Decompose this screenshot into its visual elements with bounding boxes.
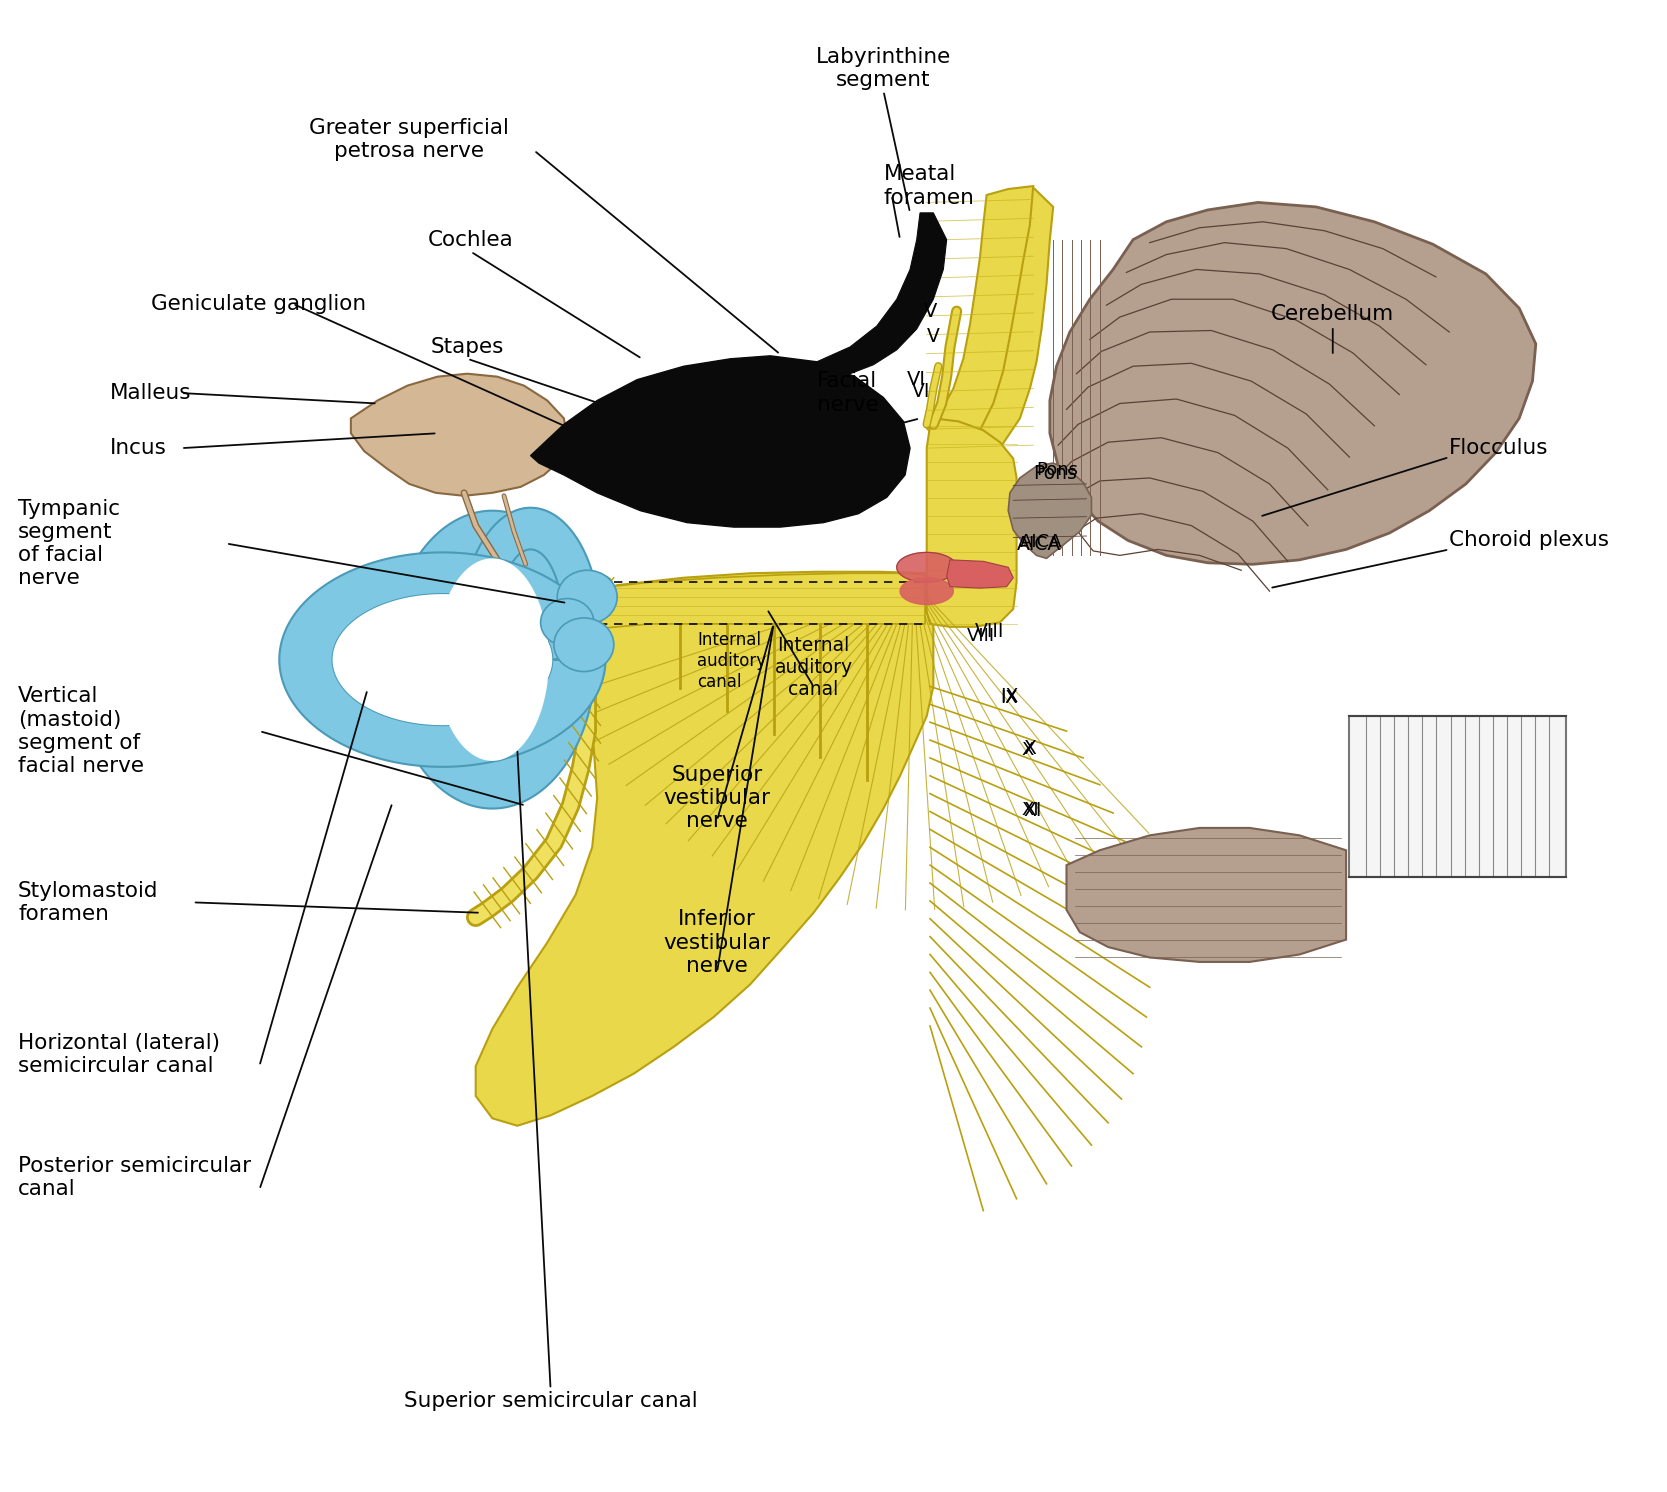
Text: X: X	[1022, 742, 1034, 759]
Polygon shape	[934, 188, 1054, 463]
Text: Geniculate ganglion: Geniculate ganglion	[152, 294, 367, 313]
Text: Meatal
foramen: Meatal foramen	[884, 164, 974, 207]
Text: Posterior semicircular
canal: Posterior semicircular canal	[18, 1156, 252, 1200]
Text: Tympanic
segment
of facial
nerve: Tympanic segment of facial nerve	[18, 498, 120, 588]
Text: Horizontal (lateral)
semicircular canal: Horizontal (lateral) semicircular canal	[18, 1032, 220, 1076]
Polygon shape	[333, 594, 552, 725]
Ellipse shape	[557, 570, 617, 624]
Polygon shape	[1067, 828, 1345, 962]
Text: Vertical
(mastoid)
segment of
facial nerve: Vertical (mastoid) segment of facial ner…	[18, 686, 143, 776]
Polygon shape	[460, 507, 600, 625]
Text: Choroid plexus: Choroid plexus	[1449, 531, 1609, 551]
Text: IX: IX	[1000, 689, 1017, 707]
Text: Flocculus: Flocculus	[1449, 439, 1549, 458]
Ellipse shape	[553, 618, 613, 671]
Text: Stapes: Stapes	[430, 337, 503, 357]
Text: Cochlea: Cochlea	[428, 230, 513, 249]
Polygon shape	[388, 510, 595, 809]
Text: Malleus: Malleus	[110, 383, 192, 403]
Polygon shape	[1349, 716, 1565, 877]
Polygon shape	[530, 355, 910, 527]
Text: V: V	[924, 301, 937, 321]
Ellipse shape	[540, 598, 593, 646]
Text: VIII: VIII	[975, 622, 1004, 642]
Text: VIII: VIII	[967, 627, 995, 645]
Polygon shape	[927, 418, 1017, 627]
Text: Cerebellum: Cerebellum	[1272, 304, 1394, 324]
Text: Greater superficial
petrosa nerve: Greater superficial petrosa nerve	[308, 118, 508, 161]
Polygon shape	[817, 213, 947, 376]
Text: Facial
nerve: Facial nerve	[817, 372, 879, 415]
Text: V: V	[927, 327, 940, 346]
Text: Superior
vestibular
nerve: Superior vestibular nerve	[663, 765, 770, 831]
Polygon shape	[897, 552, 957, 582]
Polygon shape	[475, 571, 934, 1126]
Text: Incus: Incus	[110, 439, 167, 458]
Polygon shape	[900, 577, 954, 604]
Polygon shape	[925, 186, 1034, 451]
Text: VI: VI	[912, 382, 930, 401]
Polygon shape	[435, 558, 548, 761]
Text: Labyrinthine
segment: Labyrinthine segment	[815, 46, 952, 90]
Text: AICA: AICA	[1020, 533, 1062, 551]
Text: Pons: Pons	[1037, 461, 1079, 479]
Polygon shape	[1009, 463, 1092, 558]
Text: Stylomastoid
foramen: Stylomastoid foramen	[18, 880, 158, 924]
Text: XI: XI	[1024, 801, 1042, 819]
Text: IX: IX	[1000, 688, 1019, 706]
Polygon shape	[583, 573, 925, 630]
Polygon shape	[280, 552, 605, 767]
Text: Pons: Pons	[1034, 464, 1077, 483]
Text: XI: XI	[1022, 801, 1039, 819]
Polygon shape	[350, 373, 567, 495]
Text: Superior semicircular canal: Superior semicircular canal	[403, 1391, 697, 1411]
Text: X: X	[1024, 740, 1037, 758]
Text: AICA: AICA	[1017, 536, 1060, 555]
Polygon shape	[947, 560, 1014, 588]
Text: Internal
auditory
canal: Internal auditory canal	[697, 631, 767, 691]
Polygon shape	[1050, 203, 1535, 564]
Text: VI: VI	[907, 370, 925, 389]
Text: Inferior
vestibular
nerve: Inferior vestibular nerve	[663, 910, 770, 976]
Text: Internal
auditory
canal: Internal auditory canal	[775, 636, 852, 698]
